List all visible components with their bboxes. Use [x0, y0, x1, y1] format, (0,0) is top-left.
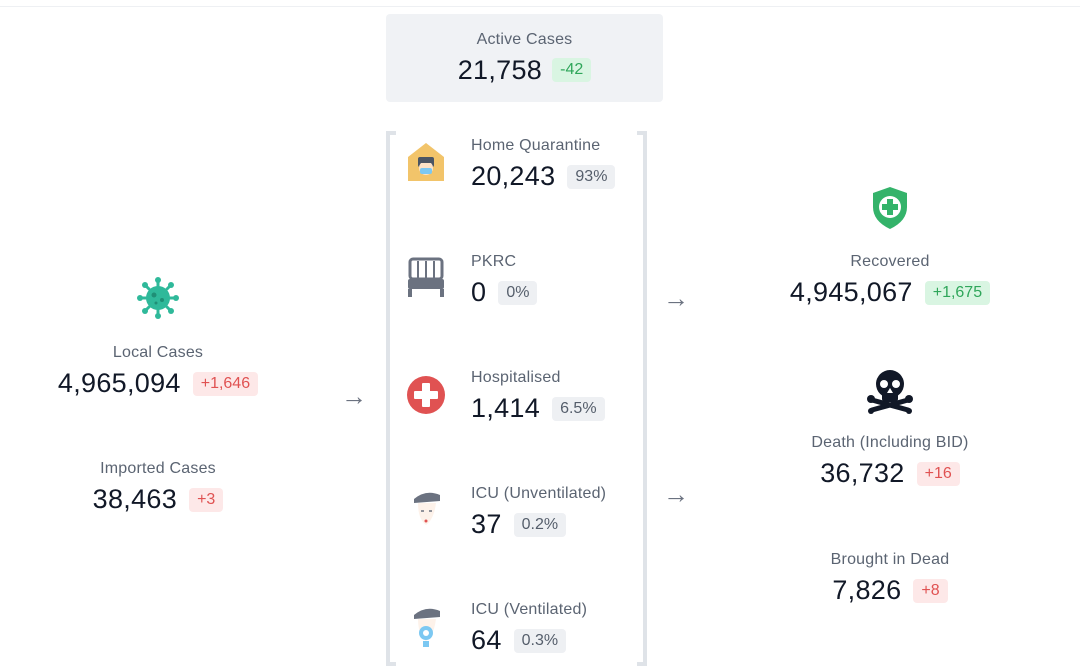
icu-unventilated-pct: 0.2%	[513, 512, 567, 537]
recovered-value: 4,945,067	[789, 277, 913, 307]
local-cases-label: Local Cases	[112, 344, 204, 361]
recovered-delta: +1,675	[924, 280, 991, 305]
ventilator-patient-icon	[414, 608, 440, 647]
bracket-left	[386, 131, 396, 666]
bed-icon	[408, 257, 444, 297]
recovered-block: Recovered 4,945,067 +1,675	[760, 185, 1020, 308]
icu-ventilated-pct: 0.3%	[513, 628, 567, 653]
death-delta: +16	[916, 461, 960, 486]
active-cases-label: Active Cases	[476, 30, 573, 48]
patient-icon	[414, 492, 440, 525]
shield-plus-icon	[873, 187, 907, 229]
brought-in-dead-block: Brought in Dead 7,826 +8	[760, 551, 1020, 606]
active-cases-card: Active Cases 21,758 -42	[386, 14, 663, 102]
arrow-right-icon: →	[663, 479, 689, 509]
hospitalised-label: Hospitalised	[471, 369, 561, 386]
icu-ventilated-value: 64	[471, 625, 502, 655]
brought-in-dead-delta: +8	[913, 578, 948, 603]
arrow-right-icon: →	[341, 381, 367, 411]
hospitalised-value: 1,414	[471, 393, 541, 423]
arrow-right-icon: →	[663, 283, 689, 313]
local-cases-value: 4,965,094	[57, 368, 181, 398]
virus-icon	[137, 277, 179, 319]
hospitalised-pct: 6.5%	[552, 396, 605, 421]
death-block: Death (Including BID) 36,732 +16	[760, 366, 1020, 489]
death-label: Death (Including BID)	[811, 434, 969, 451]
recovered-label: Recovered	[850, 253, 930, 270]
imported-cases-delta: +3	[189, 487, 224, 512]
imported-cases-label: Imported Cases	[100, 460, 216, 477]
imported-cases-block: Imported Cases 38,463 +3	[28, 460, 288, 515]
active-cases-value: 21,758	[457, 54, 543, 85]
icu-ventilated-label: ICU (Ventilated)	[471, 601, 588, 618]
home-quarantine-pct: 93%	[567, 164, 616, 189]
active-cases-delta: -42	[552, 58, 592, 82]
local-cases-delta: +1,646	[192, 371, 259, 396]
brought-in-dead-value: 7,826	[832, 575, 902, 605]
icu-unventilated-label: ICU (Unventilated)	[471, 485, 607, 502]
icu-unventilated-value: 37	[471, 509, 502, 539]
pkrc-pct: 0%	[498, 280, 538, 305]
pkrc-value: 0	[471, 277, 487, 307]
pkrc-label: PKRC	[471, 253, 517, 270]
skull-crossbones-icon	[867, 370, 913, 414]
brought-in-dead-label: Brought in Dead	[830, 551, 950, 568]
house-icon	[408, 143, 444, 181]
top-divider	[0, 6, 1080, 7]
home-quarantine-label: Home Quarantine	[471, 137, 601, 154]
local-cases-block: Local Cases 4,965,094 +1,646	[28, 276, 288, 399]
bracket-right	[637, 131, 647, 666]
red-cross-icon	[407, 376, 445, 414]
imported-cases-value: 38,463	[92, 484, 178, 514]
home-quarantine-value: 20,243	[471, 161, 556, 191]
death-value: 36,732	[820, 458, 905, 488]
